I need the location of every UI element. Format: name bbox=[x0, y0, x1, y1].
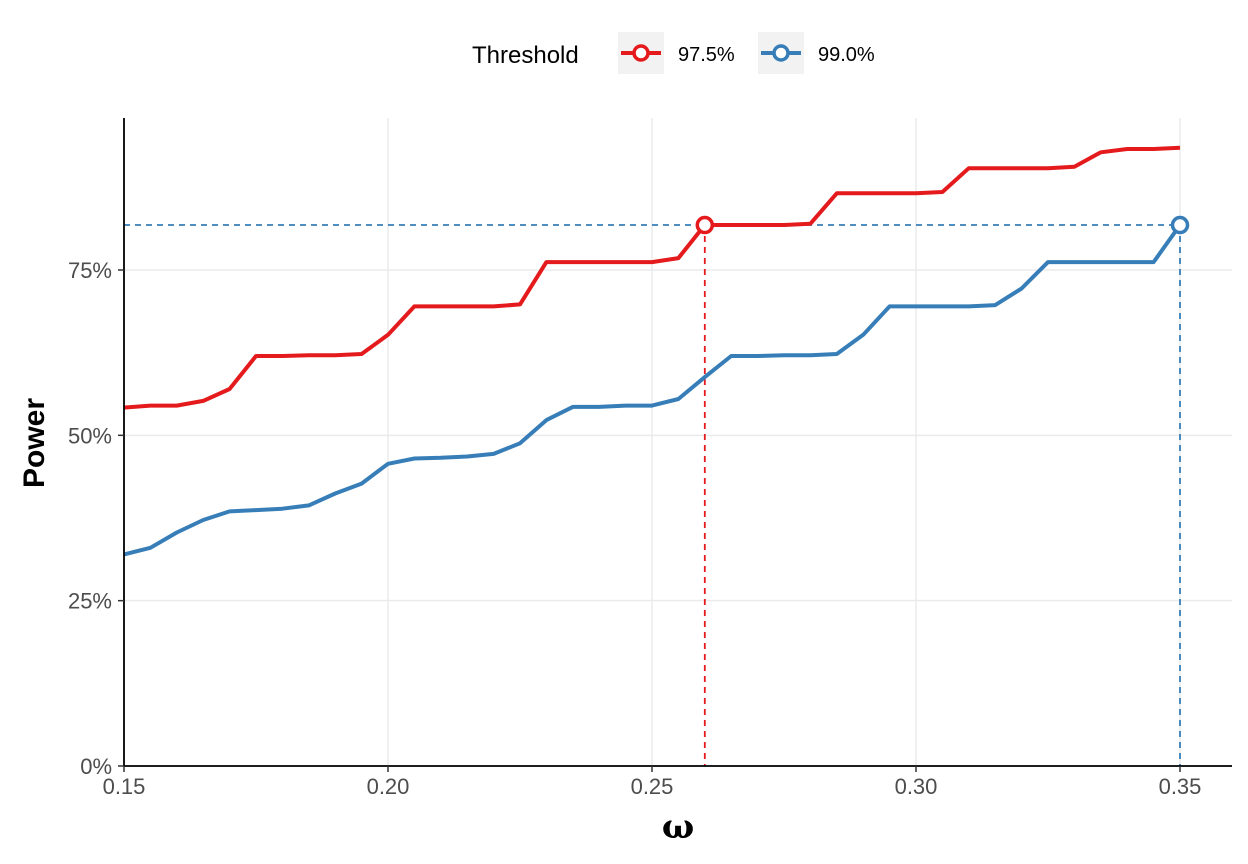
reference-lines bbox=[124, 224, 1181, 766]
y-axis-ticks: 0% 25% 50% 75% bbox=[68, 258, 124, 779]
x-axis-ticks: 0.15 0.20 0.25 0.30 0.35 bbox=[103, 766, 1202, 799]
legend: Threshold 97.5% 99.0% bbox=[472, 32, 875, 74]
marker-point-0 bbox=[695, 215, 715, 235]
series-lines bbox=[123, 145, 1182, 557]
y-tick-label-0: 0% bbox=[80, 754, 112, 779]
legend-item-1: 99.0% bbox=[758, 32, 875, 74]
legend-label-0: 97.5% bbox=[678, 44, 735, 66]
axes bbox=[123, 118, 1232, 767]
x-tick-label-1: 0.20 bbox=[367, 774, 410, 799]
y-tick-label-1: 25% bbox=[68, 589, 112, 614]
series-line-0 bbox=[123, 145, 1181, 410]
grid-lines bbox=[123, 118, 1232, 767]
y-tick-label-3: 75% bbox=[68, 258, 112, 283]
x-tick-label-0: 0.15 bbox=[103, 774, 146, 799]
x-tick-label-2: 0.25 bbox=[631, 774, 674, 799]
legend-item-0: 97.5% bbox=[618, 32, 735, 74]
x-axis-title: ω bbox=[662, 807, 694, 847]
x-tick-label-4: 0.35 bbox=[1159, 774, 1202, 799]
threshold-markers bbox=[695, 215, 1190, 235]
legend-label-1: 99.0% bbox=[818, 44, 875, 66]
legend-key-marker-0 bbox=[632, 44, 650, 62]
series-line-1 bbox=[123, 223, 1182, 557]
marker-point-1 bbox=[1170, 215, 1190, 235]
legend-key-marker-1 bbox=[772, 44, 790, 62]
y-axis-title: Power bbox=[18, 398, 51, 488]
x-tick-label-3: 0.30 bbox=[895, 774, 938, 799]
legend-title: Threshold bbox=[472, 42, 579, 69]
y-tick-label-2: 50% bbox=[68, 423, 112, 448]
